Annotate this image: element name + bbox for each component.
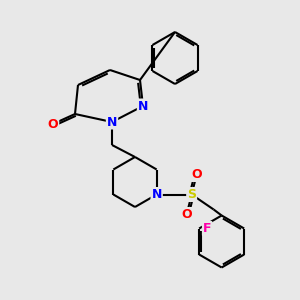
Text: S: S (187, 188, 196, 201)
Text: N: N (138, 100, 148, 112)
Text: O: O (48, 118, 58, 130)
Text: F: F (203, 222, 212, 235)
Text: N: N (107, 116, 117, 128)
Text: O: O (191, 168, 202, 181)
Text: N: N (152, 188, 162, 201)
Text: O: O (181, 208, 192, 221)
